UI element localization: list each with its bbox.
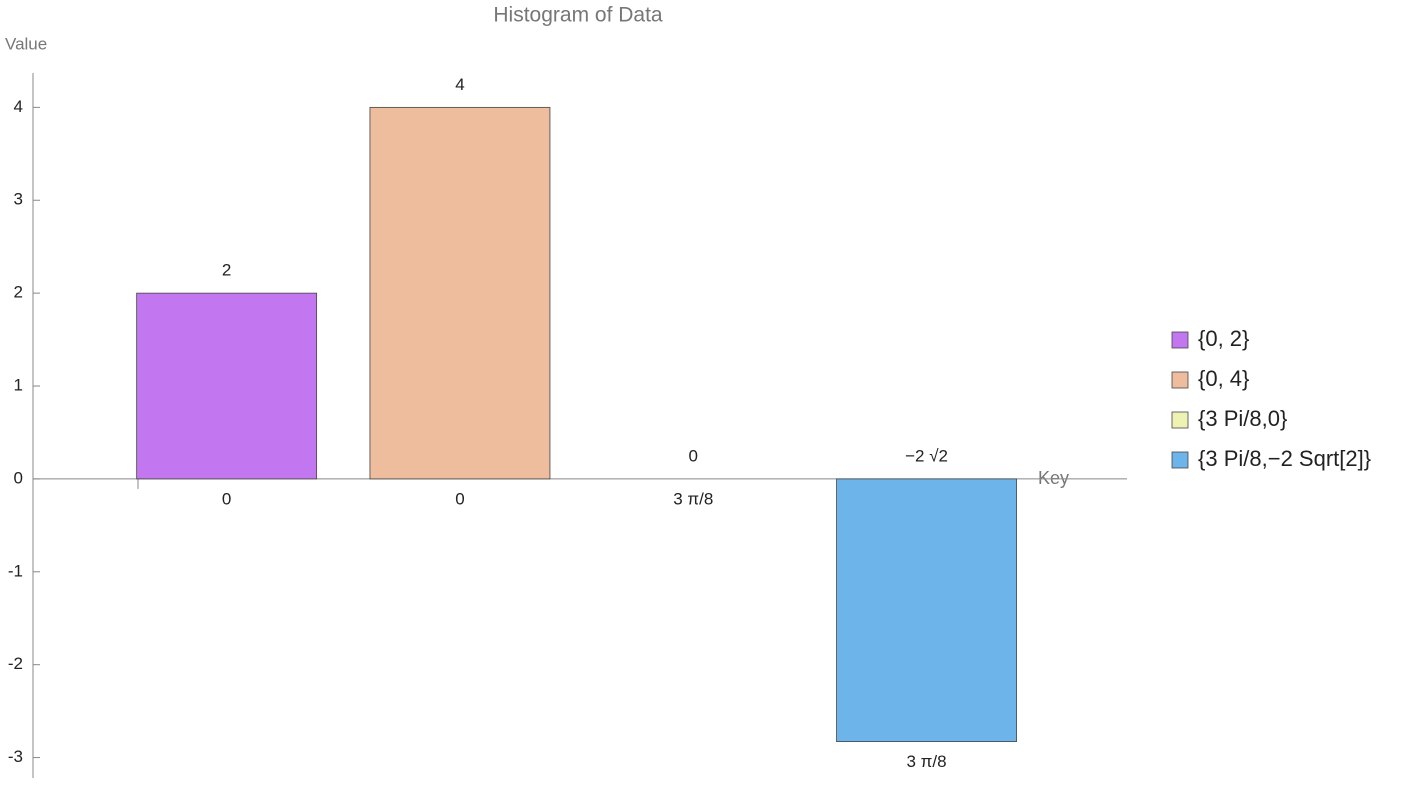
bar	[836, 478, 1017, 742]
legend-swatch	[1171, 371, 1189, 389]
y-tick-label: 0	[14, 468, 23, 487]
bar	[136, 292, 318, 480]
legend-swatch	[1171, 411, 1189, 429]
legend-label: {3 Pi/8,0}	[1198, 406, 1287, 431]
y-tick-label: 2	[14, 283, 23, 302]
legend-swatch	[1171, 331, 1189, 349]
y-tick-label: -3	[8, 747, 23, 766]
value-label: −2 √2	[905, 446, 948, 465]
legend-swatch	[1171, 451, 1189, 469]
x-tick-label: 3 π/8	[907, 752, 947, 771]
y-tick-label: -2	[8, 654, 23, 673]
x-tick-label: 0	[222, 489, 231, 508]
x-tick-label: 0	[455, 489, 464, 508]
x-tick-label: 3 π/8	[673, 489, 713, 508]
value-label: 4	[455, 75, 464, 94]
chart-title: Histogram of Data	[493, 4, 663, 27]
y-axis-label: Value	[5, 34, 47, 53]
y-tick-label: -1	[8, 561, 23, 580]
legend-label: {0, 2}	[1198, 326, 1249, 351]
value-label: 0	[689, 446, 698, 465]
legend-label: {0, 4}	[1198, 366, 1249, 391]
y-tick-label: 3	[14, 190, 23, 209]
y-tick-label: 1	[14, 376, 23, 395]
bar	[369, 106, 551, 480]
value-label: 2	[222, 261, 231, 280]
y-tick-label: 4	[14, 97, 23, 116]
legend-label: {3 Pi/8,−2 Sqrt[2]}	[1198, 446, 1371, 471]
x-axis-label: Key	[1038, 468, 1069, 488]
